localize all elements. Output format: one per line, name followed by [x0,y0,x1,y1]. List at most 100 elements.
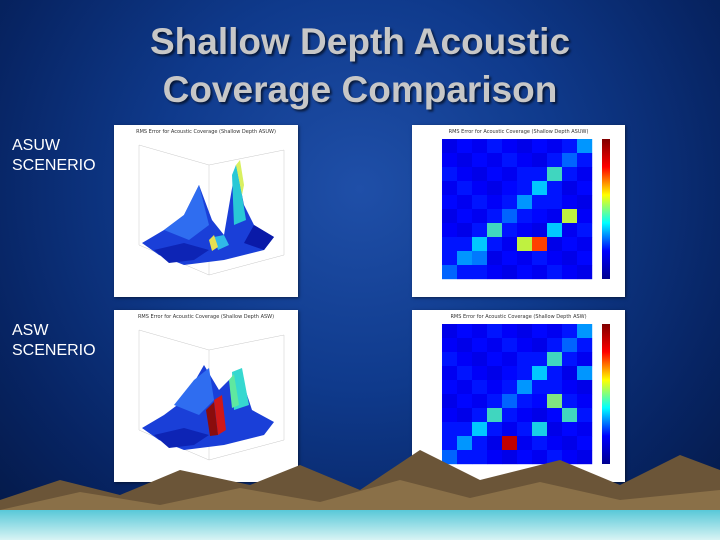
heatmap-cell [517,209,533,224]
heatmap-cell [502,223,518,238]
heatmap-cell [502,167,518,182]
heatmap-cell [472,422,488,437]
heatmap-cell [457,338,473,353]
heatmap-cell [472,380,488,395]
heatmap-cell [577,251,593,266]
heatmap-cell [457,380,473,395]
heatmap-cell [547,139,563,154]
asw-surface-title: RMS Error for Acoustic Coverage (Shallow… [137,314,275,320]
heatmap-cell [562,366,578,381]
heatmap-cell [562,408,578,423]
heatmap-cell [487,195,503,210]
heatmap-cell [517,139,533,154]
heatmap-cell [457,394,473,409]
heatmap-cell [547,209,563,224]
heatmap-cell [472,394,488,409]
heatmap-cell [502,265,518,280]
heatmap-cell [532,265,548,280]
heatmap-cell [562,237,578,252]
asuw-scenario-label: ASUW SCENERIO [12,136,96,176]
heatmap-cell [487,366,503,381]
heatmap-cell [532,422,548,437]
heatmap-cell [577,181,593,196]
heatmap-cell [547,366,563,381]
heatmap-cell [487,408,503,423]
asw-label-line-1: ASW [12,322,49,339]
heatmap-cell [487,338,503,353]
heatmap-cell [502,139,518,154]
heatmap-cell [442,436,458,451]
heatmap-cell [547,352,563,367]
heatmap-cell [442,139,458,154]
heatmap-cell [442,265,458,280]
heatmap-cell [577,223,593,238]
heatmap-cell [487,181,503,196]
heatmap-cell [532,153,548,168]
heatmap-cell [577,237,593,252]
heatmap-cell [577,167,593,182]
asuw-heatmap-title: RMS Error for Acoustic Coverage (Shallow… [448,129,589,135]
heatmap-cell [442,450,458,465]
heatmap-cell [442,251,458,266]
heatmap-cell [532,408,548,423]
asuw-heatmap: RMS Error for Acoustic Coverage (Shallow… [412,125,625,297]
heatmap-cell [562,209,578,224]
heatmap-cell [457,209,473,224]
heatmap-cell [577,394,593,409]
heatmap-cell [487,251,503,266]
heatmap-cell [547,436,563,451]
heatmap-cell [517,223,533,238]
heatmap-cell [577,265,593,280]
heatmap-cell [457,223,473,238]
heatmap-cell [577,380,593,395]
asuw-label-line-1: ASUW [12,137,60,154]
heatmap-cell [457,408,473,423]
heatmap-cell [577,209,593,224]
heatmap-cell [577,153,593,168]
heatmap-cell [457,436,473,451]
heatmap-cell [547,153,563,168]
heatmap-cell [457,352,473,367]
heatmap-cell [517,366,533,381]
heatmap-cell [547,167,563,182]
heatmap-cell [562,324,578,339]
heatmap-cell [472,324,488,339]
heatmap-cell [517,394,533,409]
heatmap-cell [577,338,593,353]
heatmap-cell [487,352,503,367]
heatmap-cell [577,408,593,423]
heatmap-cell [472,209,488,224]
heatmap-cell [442,380,458,395]
heatmap-cell [472,195,488,210]
asw-heatmap: RMS Error for Acoustic Coverage (Shallow… [412,310,625,482]
heatmap-cell [487,153,503,168]
heatmap-cell [517,450,533,465]
heatmap-cell [517,436,533,451]
heatmap-cell [472,237,488,252]
heatmap-cell [547,338,563,353]
heatmap-cell [562,394,578,409]
heatmap-cell [442,352,458,367]
heatmap-cell [517,195,533,210]
heatmap-cell [562,422,578,437]
heatmap-cell [472,436,488,451]
heatmap-cell [457,251,473,266]
asuw-label-line-2: SCENERIO [12,157,96,174]
heatmap-cell [442,408,458,423]
heatmap-cell [457,324,473,339]
heatmap-cell [442,394,458,409]
heatmap-cell [562,265,578,280]
heatmap-cell [502,153,518,168]
heatmap-cell [532,195,548,210]
heatmap-cell [502,352,518,367]
heatmap-cell [562,436,578,451]
heatmap-cell [502,422,518,437]
heatmap-cell [562,139,578,154]
heatmap-cell [472,265,488,280]
heatmap-cell [517,408,533,423]
heatmap-cell [487,223,503,238]
heatmap-cell [517,265,533,280]
heatmap-cell [562,167,578,182]
heatmap-cell [532,181,548,196]
heatmap-cell [517,352,533,367]
